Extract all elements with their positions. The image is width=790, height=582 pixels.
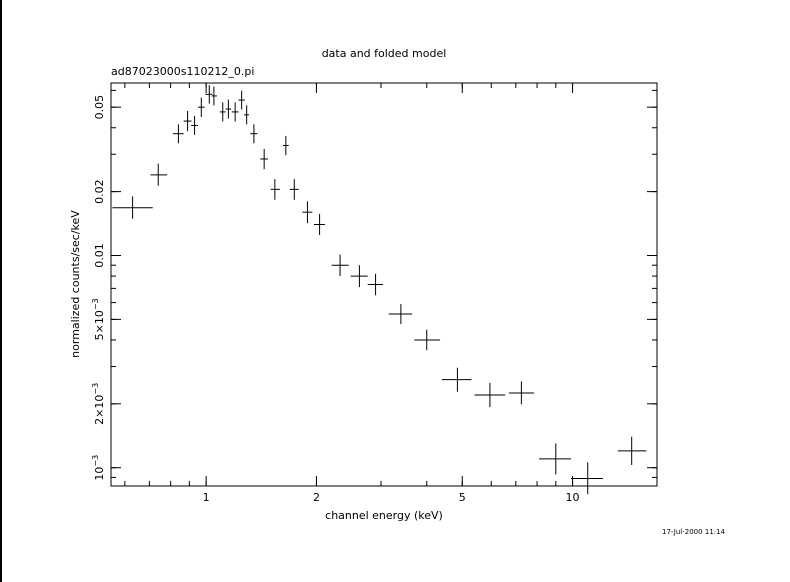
- x-tick-label: 1: [203, 491, 210, 504]
- data-point: [474, 382, 506, 408]
- data-point: [388, 304, 413, 325]
- data-point: [367, 273, 384, 296]
- x-tick-label: 2: [313, 491, 320, 504]
- x-tick-label: 10: [566, 491, 580, 504]
- data-point: [282, 135, 289, 156]
- y-tick-label: 10−3: [91, 455, 106, 481]
- data-point: [289, 179, 299, 200]
- data-point: [231, 102, 239, 122]
- data-point: [414, 329, 441, 351]
- y-tick-label: 0.02: [93, 179, 106, 204]
- data-point: [250, 124, 258, 144]
- data-point: [205, 85, 213, 104]
- data-point: [314, 213, 325, 235]
- x-axis-label: channel energy (keV): [325, 509, 443, 522]
- data-point: [183, 110, 192, 132]
- data-point: [244, 105, 250, 125]
- data-point: [150, 163, 168, 186]
- y-tick-label: 2×10−3: [91, 383, 106, 425]
- x-axis: 1 2 5 10: [124, 83, 580, 504]
- y-axis: 10−3 2×10−3 5×10−3 0.01 0.02 0.05: [91, 89, 657, 481]
- data-point: [172, 124, 184, 144]
- y-axis-label: normalized counts/sec/keV: [69, 210, 82, 358]
- data-point: [260, 148, 268, 170]
- plot-frame: [110, 82, 658, 487]
- data-point: [270, 179, 280, 200]
- y-tick-label: 5×10−3: [91, 298, 106, 340]
- data-point: [441, 367, 472, 392]
- data-point: [191, 115, 198, 135]
- window-left-border: [0, 0, 2, 582]
- y-tick-label: 0.01: [93, 243, 106, 267]
- data-point: [350, 265, 368, 288]
- timestamp: 17-Jul-2000 11:14: [662, 528, 726, 536]
- data-point: [238, 90, 245, 110]
- data-point: [570, 462, 603, 495]
- y-tick-label: 0.05: [93, 95, 106, 120]
- x-tick-label: 5: [459, 491, 466, 504]
- data-point: [331, 254, 349, 277]
- data-point: [225, 99, 232, 119]
- data-point: [219, 102, 226, 122]
- data-point: [211, 86, 217, 106]
- data-point: [617, 436, 647, 465]
- chart-title: data and folded model: [322, 47, 447, 60]
- data-points: [112, 85, 647, 495]
- data-point: [197, 97, 205, 117]
- chart-subtitle: ad87023000s110212_0.pi: [111, 65, 254, 78]
- data-point: [302, 201, 313, 224]
- data-point: [112, 196, 153, 219]
- data-point: [539, 443, 571, 475]
- data-point: [508, 381, 535, 405]
